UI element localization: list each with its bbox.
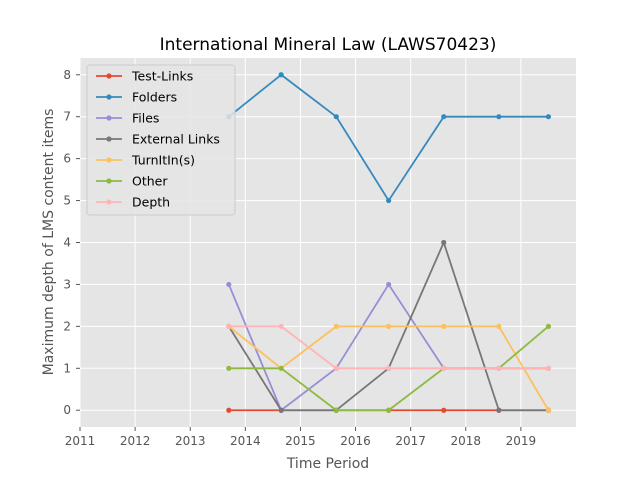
data-point [386,323,392,329]
legend-label: Folders [132,90,177,105]
legend-item: Test-Links [96,69,193,84]
data-point [226,281,232,288]
legend-label: Test-Links [131,69,193,84]
legend-marker [106,73,112,79]
legend-item: TurnItIn(s) [96,153,195,168]
data-point [545,114,552,120]
data-point [226,407,232,413]
x-tick-label: 2011 [65,434,96,448]
legend-item: Folders [96,90,177,105]
y-tick-label: 7 [63,110,71,124]
y-tick-label: 5 [63,194,71,208]
data-point [441,323,447,329]
x-tick-label: 2016 [340,434,371,448]
x-tick-label: 2017 [395,434,426,448]
chart-title: International Mineral Law (LAWS70423) [160,35,497,55]
data-point [278,365,284,371]
data-point [496,407,502,413]
legend-marker [106,115,112,121]
x-tick-label: 2015 [285,434,316,448]
legend-item: Depth [96,195,170,210]
legend-label: Files [132,111,159,126]
data-point [333,114,339,120]
legend-marker [106,136,112,142]
data-point [386,365,392,371]
data-point [545,407,552,413]
series-depth [226,323,552,371]
legend-item: Files [96,111,159,126]
x-tick-label: 2018 [451,434,482,448]
legend-label: Other [132,174,168,189]
data-point [441,407,447,413]
data-point [226,323,232,329]
data-point [496,365,502,371]
legend-marker [106,199,112,205]
y-tick-label: 8 [63,68,71,82]
x-tick-label: 2014 [230,434,261,448]
legend-marker [106,157,112,163]
y-tick-label: 0 [63,403,71,417]
data-point [386,197,392,204]
y-tick-label: 4 [63,236,71,250]
y-axis-label: Maximum depth of LMS content items [41,109,57,376]
legend-item: Other [96,174,168,189]
legend-label: TurnItIn(s) [131,153,195,168]
data-point [441,114,447,120]
y-tick-label: 6 [63,152,71,166]
data-point [496,114,502,120]
legend-marker [106,178,112,184]
legend-box [86,64,236,216]
data-point [333,365,339,371]
data-point [441,365,447,371]
legend-label: Depth [132,195,170,210]
series-folders [226,72,552,204]
data-point [278,407,284,413]
data-point [386,407,392,413]
data-point [441,239,447,246]
data-point [226,365,232,371]
y-axis-ticks: 0 1 2 3 4 5 6 7 8 [63,68,80,417]
data-point [386,281,392,288]
x-tick-label: 2012 [120,434,151,448]
x-axis-ticks: 2011 2012 2013 2014 2015 2016 2017 2018 2019 [65,427,536,448]
legend-marker [106,94,112,100]
data-point [545,365,552,371]
legend-label: External Links [132,132,220,147]
data-point [545,323,552,329]
data-point [496,323,502,329]
legend: Test-Links Folders Files External Links Turn… [86,64,236,216]
data-point [333,323,339,329]
x-tick-label: 2019 [506,434,537,448]
data-point [278,323,284,329]
data-point [333,407,339,413]
y-tick-label: 2 [63,319,71,333]
y-tick-label: 1 [63,361,71,375]
x-tick-label: 2013 [175,434,206,448]
series-layer [226,72,552,413]
y-tick-label: 3 [63,277,71,291]
data-point [278,72,284,78]
legend-item: External Links [96,132,220,147]
x-axis-label: Time Period [286,456,369,472]
